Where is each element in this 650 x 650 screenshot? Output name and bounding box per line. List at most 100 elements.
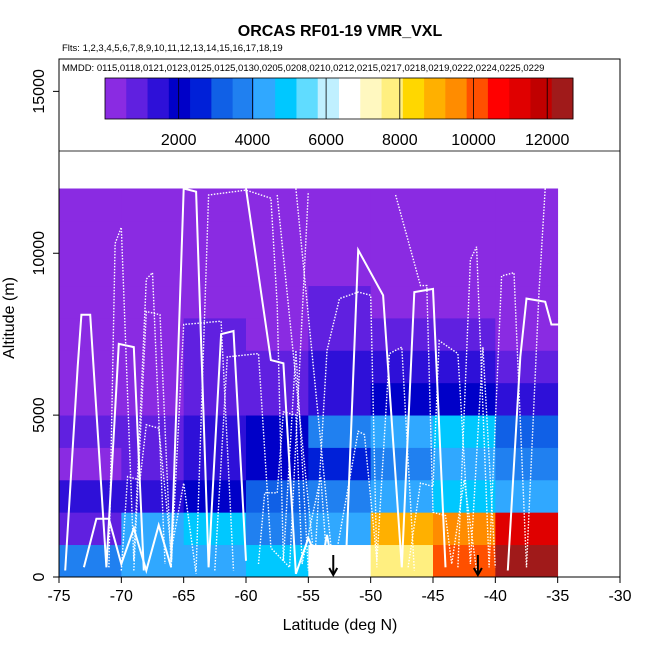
heatmap-cell: [308, 512, 372, 546]
colorbar-segment: [317, 78, 340, 119]
colorbar-tick-label: 12000: [525, 132, 570, 149]
heatmap-cells: [59, 188, 559, 578]
x-tick-label: -50: [359, 588, 382, 605]
heatmap-cell: [433, 415, 496, 448]
colorbar-tick-label: 6000: [308, 132, 344, 149]
marker-arrow-head: [328, 567, 339, 578]
colorbar-tick-label: 10000: [451, 132, 496, 149]
heatmap-cell: [433, 350, 496, 384]
y-axis: 0 5000 10000 15000: [31, 69, 59, 581]
dates-label: MMDD: 0115,0118,0121,0123,0125,0125,0130…: [62, 63, 544, 74]
heatmap-cell: [183, 318, 247, 351]
colorbar-segment: [381, 78, 404, 119]
heatmap-cell: [495, 512, 559, 546]
colorbar-segment: [168, 78, 191, 119]
x-axis: -75 -70 -65 -60 -55 -50 -45 -40 -35 -30: [47, 577, 632, 605]
heatmap-cell: [370, 415, 434, 448]
plot-frame: [58, 58, 621, 578]
x-tick-label: -75: [47, 588, 70, 605]
flight-track: [195, 189, 309, 571]
heatmap-cell: [495, 479, 559, 513]
flight-track: [506, 288, 569, 571]
flight-track: [394, 194, 478, 571]
y-tick-label: 10000: [31, 231, 48, 276]
heatmap-cell: [370, 318, 434, 351]
heatmap-cell: [246, 512, 309, 546]
heatmap-cell: [59, 220, 122, 254]
heatmap-cell: [121, 188, 185, 222]
x-axis-label: Latitude (deg N): [283, 617, 398, 634]
heatmap-cell: [433, 220, 496, 254]
y-tick-label: 0: [31, 572, 48, 581]
colorbar-frame: [104, 77, 574, 120]
colorbar-segment: [147, 78, 170, 119]
heatmap-cell: [246, 220, 309, 254]
x-tick-label: -35: [546, 588, 569, 605]
heatmap-cell: [183, 220, 247, 254]
heatmap-cell: [183, 285, 247, 319]
colorbar-segment: [424, 78, 446, 119]
y-axis-label: Altitude (m): [1, 277, 18, 359]
x-tick-label: -30: [608, 588, 631, 605]
heatmap-cell: [308, 220, 372, 254]
flight-track: [82, 517, 173, 575]
flight-tracks: [64, 187, 569, 575]
heatmap-cell: [121, 253, 185, 287]
colorbar-segment: [530, 78, 553, 119]
heatmap-cell: [433, 447, 496, 481]
colorbar-segment: [339, 78, 361, 119]
heatmap-cell: [495, 447, 559, 481]
heatmap-cell: [495, 350, 559, 384]
heatmap-cell: [308, 188, 372, 222]
heatmap-cell: [183, 253, 247, 287]
x-tick-label: -60: [234, 588, 257, 605]
colorbar-tick-label: 4000: [235, 132, 271, 149]
colorbar-segment: [296, 78, 319, 119]
colorbar-segment: [211, 78, 234, 119]
heatmap-cell: [59, 285, 122, 319]
colorbar-segment: [126, 78, 149, 119]
colorbar: 2000 4000 6000 8000 10000 12000: [104, 77, 574, 149]
heatmap-cell: [308, 382, 372, 416]
flight-track: [407, 339, 496, 568]
heatmap-cell: [308, 318, 372, 351]
colorbar-segment: [402, 78, 425, 119]
chart-title: ORCAS RF01-19 VMR_VXL: [238, 23, 443, 40]
heatmap-cell: [308, 415, 372, 448]
colorbar-segment: [190, 78, 212, 119]
heatmap-cell: [246, 350, 309, 384]
heatmap-cell: [495, 415, 559, 448]
heatmap-cell: [433, 188, 496, 222]
heatmap-cell: [495, 188, 559, 222]
x-tick-label: -45: [421, 588, 444, 605]
flight-track: [170, 187, 247, 568]
heatmap-cell: [433, 544, 496, 578]
heatmap-cell: [183, 188, 247, 222]
heatmap-cell: [121, 415, 185, 448]
flight-track: [344, 246, 447, 568]
colorbar-segment: [253, 78, 276, 119]
heatmap-cell: [495, 220, 559, 254]
heatmap-cell: [495, 253, 559, 287]
x-tick-label: -70: [110, 588, 133, 605]
colorbar-tick-label: 8000: [382, 132, 418, 149]
colorbar-tick-label: 2000: [161, 132, 197, 149]
heatmap-cell: [308, 253, 372, 287]
heatmap-cell: [370, 382, 434, 416]
heatmap-cell: [308, 447, 372, 481]
flight-track: [64, 313, 145, 571]
heatmap-cell: [433, 318, 496, 351]
flight-track: [257, 411, 328, 565]
heatmap-cell: [121, 285, 185, 319]
heatmap-cell: [59, 350, 122, 384]
flights-label: Flts: 1,2,3,4,5,6,7,8,9,10,11,12,13,14,1…: [62, 43, 283, 54]
heatmap-cell: [370, 220, 434, 254]
heatmap-cell: [183, 512, 247, 546]
colorbar-segment: [487, 78, 510, 119]
y-tick-label: 15000: [31, 69, 48, 114]
heatmap-cell: [370, 253, 434, 287]
latitude-markers: [328, 555, 483, 578]
colorbar-segment: [360, 78, 383, 119]
colorbar-segment: [445, 78, 468, 119]
heatmap-cell: [121, 220, 185, 254]
